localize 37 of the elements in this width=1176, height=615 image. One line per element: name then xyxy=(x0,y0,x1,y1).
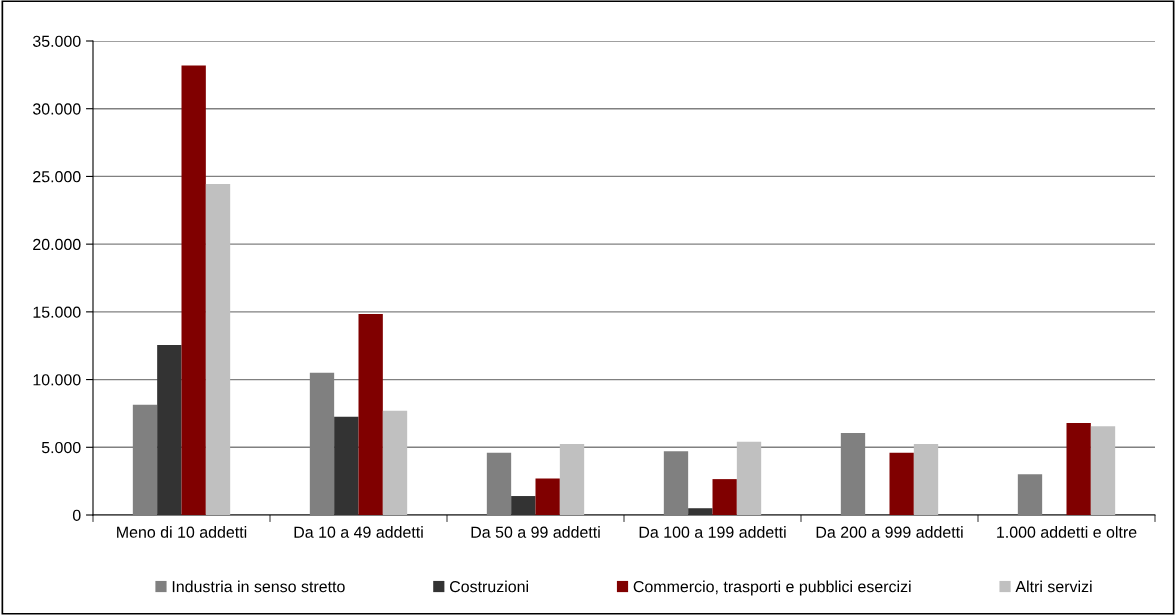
bar xyxy=(688,508,713,515)
x-tick-label: 1.000 addetti e oltre xyxy=(997,526,1137,538)
y-tick-label: 0 xyxy=(72,509,81,521)
bar xyxy=(205,183,231,515)
bar xyxy=(559,443,585,515)
x-tick-label: Da 100 a 199 addetti xyxy=(639,526,786,538)
bar xyxy=(334,416,359,515)
legend-label: Industria in senso stretto xyxy=(172,580,345,593)
y-tick-label: 5.000 xyxy=(41,441,81,454)
y-tick-label: 25.000 xyxy=(33,171,81,183)
bar xyxy=(712,479,737,515)
bar xyxy=(736,441,762,515)
y-tick-label: 15.000 xyxy=(33,306,81,318)
bar xyxy=(1066,422,1091,515)
bar xyxy=(663,451,689,515)
bar xyxy=(913,443,939,515)
y-tick-label: 20.000 xyxy=(33,238,81,251)
bar xyxy=(358,313,383,515)
bar xyxy=(511,496,536,515)
bar xyxy=(1090,426,1116,515)
legend-label: Commercio, trasporti e pubblici esercizi xyxy=(633,580,911,596)
bar xyxy=(486,452,512,515)
y-tick-label: 35.000 xyxy=(32,35,81,47)
bar xyxy=(382,410,408,515)
y-tick-label: 10.000 xyxy=(33,374,81,386)
x-tick-label: Da 200 a 999 addetti xyxy=(816,526,963,538)
legend-label: Altri servizi xyxy=(1015,580,1092,593)
x-tick-label: Da 10 a 49 addetti xyxy=(294,526,423,538)
bar xyxy=(181,65,206,515)
bar xyxy=(889,452,914,515)
legend-label: Costruzioni xyxy=(449,580,528,593)
bar xyxy=(535,478,560,515)
x-tick-label: Meno di 10 addetti xyxy=(117,526,247,538)
x-tick-label: Da 50 a 99 addetti xyxy=(471,526,600,538)
y-tick-label: 30.000 xyxy=(32,103,81,115)
bar xyxy=(1017,474,1043,515)
bar xyxy=(157,345,182,515)
